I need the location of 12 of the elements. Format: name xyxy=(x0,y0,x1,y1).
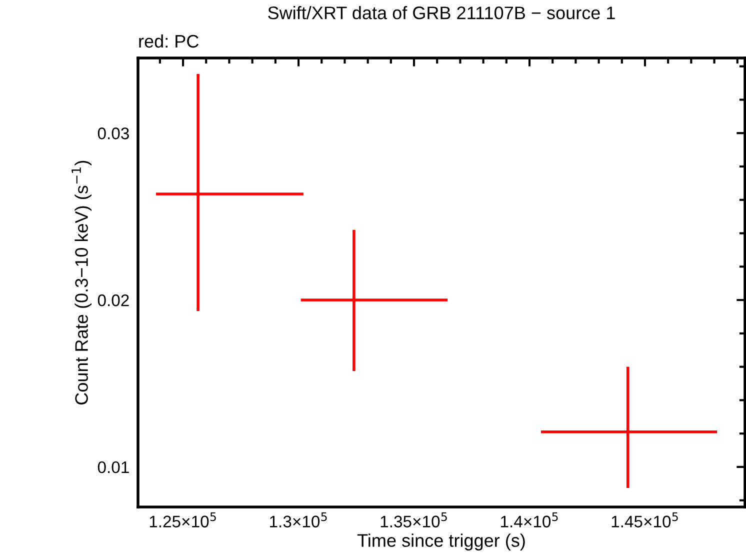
x-tick-label: 1.45×10$^{5}$ xyxy=(612,512,678,528)
x-tick-label: 1.35×10$^{5}$ xyxy=(380,512,447,528)
x-axis-title: Time since trigger (s) xyxy=(357,534,525,550)
y-axis-title: Count Rate (0.3−10 keV) (s$^{−1}$) xyxy=(72,160,92,404)
y-tick-label: 0.01 xyxy=(98,461,129,474)
x-tick-label: 1.25×10$^{5}$ xyxy=(150,512,216,528)
y-tick-label: 0.02 xyxy=(98,294,129,306)
y-tick-label: 0.03 xyxy=(98,128,129,140)
text: red: PC xyxy=(139,34,199,48)
x-tick-label: 1.3×10$^{5}$ xyxy=(270,512,327,528)
x-tick-label: 1.4×10$^{5}$ xyxy=(501,512,558,528)
chart-title: Swift/XRT data of GRB 211107B − source 1 xyxy=(268,6,615,20)
